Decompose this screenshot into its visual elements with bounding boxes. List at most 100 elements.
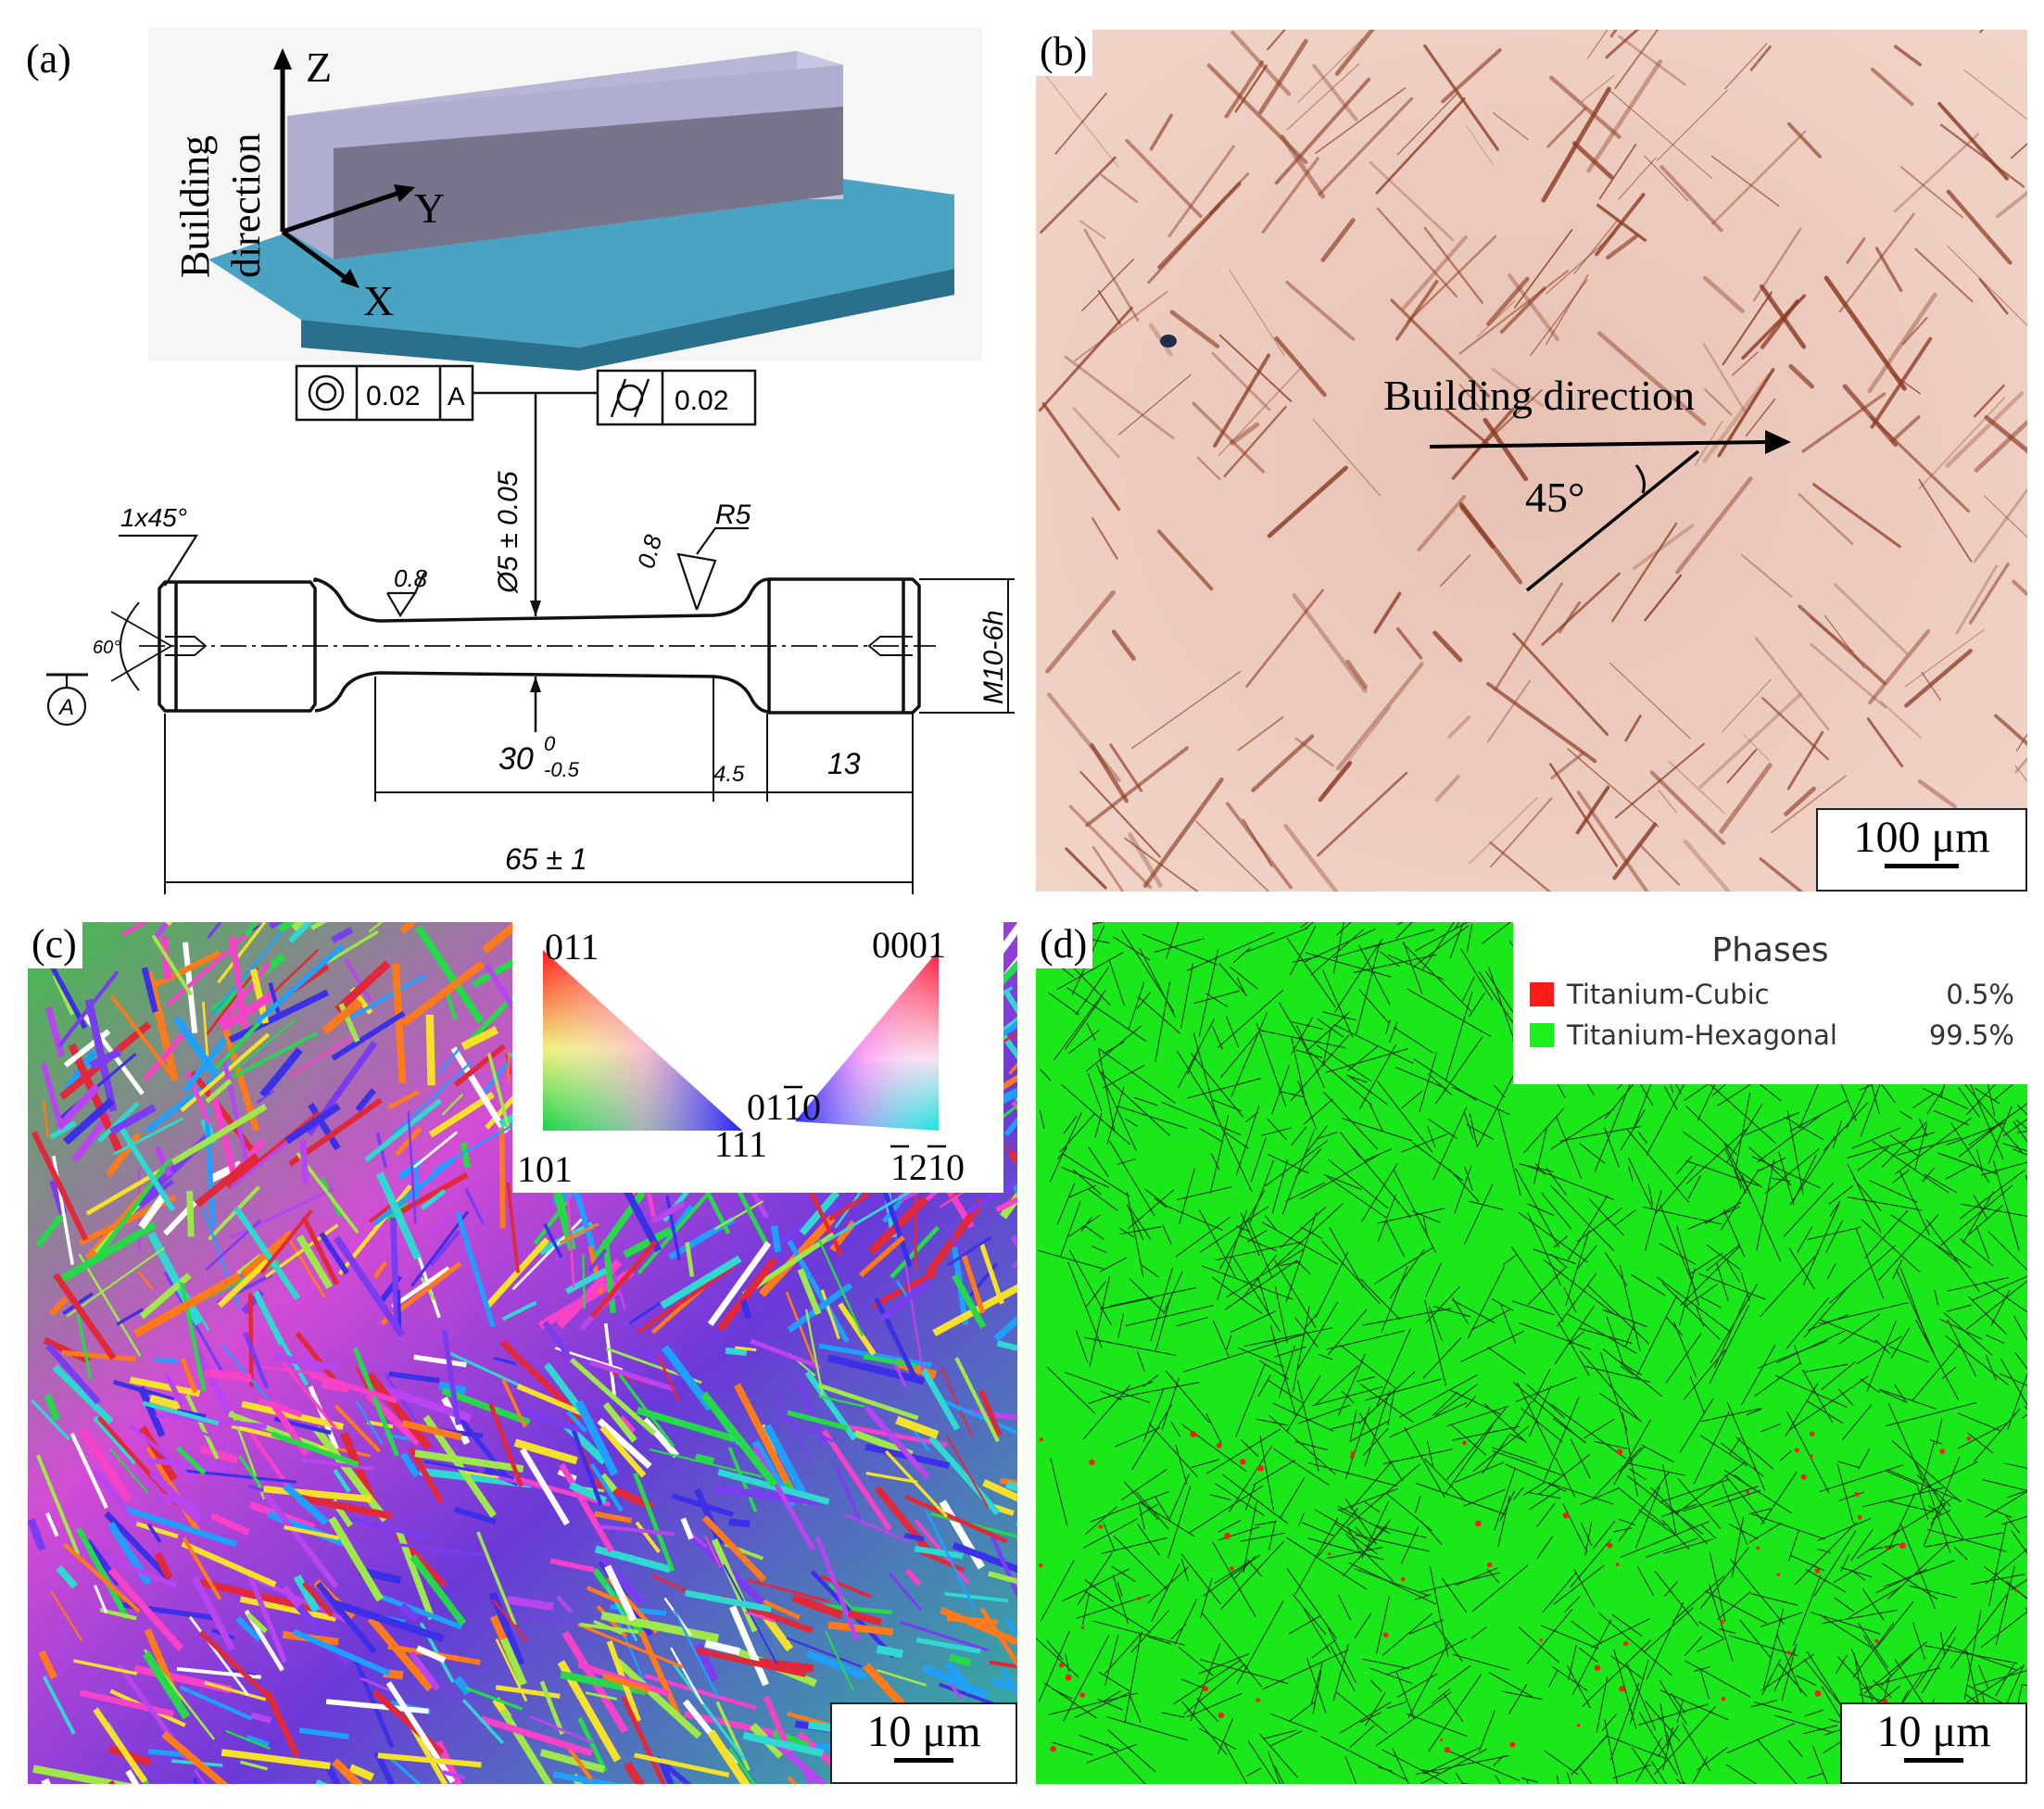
grain-boundary: [1335, 1690, 1388, 1734]
alpha-lath: [1046, 692, 1121, 782]
ipf-grain: [511, 1215, 587, 1291]
grain-boundary: [1726, 1104, 1763, 1163]
grain-boundary: [1599, 1352, 1628, 1431]
ipf-grain: [684, 1589, 773, 1613]
alpha-lath: [1893, 133, 1980, 213]
grain-boundary: [1941, 1366, 1957, 1380]
grain-boundary: [1281, 1129, 1315, 1215]
alpha-lath: [1369, 161, 1455, 242]
alpha-lath: [1251, 734, 1315, 792]
phase-swatch-hexagonal: [1530, 1023, 1554, 1047]
alpha-lath: [1575, 785, 1610, 835]
grain-boundary: [1049, 1112, 1082, 1183]
grain-boundary: [1445, 1749, 1520, 1781]
ipf-grain: [599, 1524, 675, 1537]
grain-boundary: [2013, 1315, 2027, 1342]
grain-boundary: [1684, 1105, 1737, 1156]
grain-boundary: [1804, 1363, 1848, 1373]
alpha-lath: [1558, 601, 1582, 634]
ipf-grain: [185, 1394, 220, 1460]
grain-boundary: [1126, 1192, 1144, 1278]
cubic-phase-particle: [1539, 1638, 1543, 1642]
grain-boundary: [1821, 1360, 1857, 1390]
svg-text:direction: direction: [223, 133, 269, 278]
ipf-grain: [93, 1415, 138, 1465]
alpha-lath: [1546, 107, 1587, 148]
ipf-grain: [137, 1271, 154, 1290]
grain-boundary: [1794, 1522, 1858, 1586]
grain-boundary: [1097, 1698, 1123, 1711]
alpha-lath: [1493, 112, 1530, 141]
grain-boundary: [1218, 1520, 1242, 1533]
grain-boundary: [1311, 1638, 1337, 1659]
ipf-grain: [560, 1670, 647, 1696]
grain-boundary: [1061, 1166, 1109, 1188]
ipf-grain: [498, 1127, 506, 1229]
building-direction-arrowhead: [1765, 430, 1791, 454]
alpha-lath: [1390, 298, 1491, 398]
ipf-grain: [716, 1257, 778, 1333]
alpha-lath: [1156, 529, 1214, 591]
alpha-lath: [1632, 524, 1695, 570]
alpha-lath: [1459, 270, 1570, 355]
alpha-lath: [1786, 730, 1824, 791]
grain-boundary: [1646, 1075, 1690, 1156]
alpha-lath: [1611, 522, 1678, 623]
grain-boundary: [1181, 1701, 1228, 1755]
ipf-grain: [138, 1191, 169, 1230]
grain-boundary: [1670, 1692, 1686, 1714]
ipf-grain: [273, 1353, 339, 1372]
grain-boundary: [1186, 931, 1275, 971]
grain-boundary: [1673, 1322, 1697, 1378]
alpha-lath: [1842, 384, 1899, 448]
grain-boundary: [1099, 1297, 1154, 1310]
grain-boundary: [1573, 1568, 1596, 1607]
grain-boundary: [1350, 1460, 1394, 1511]
cubic-phase-particle: [1809, 1431, 1815, 1437]
ipf-grain: [714, 1200, 764, 1231]
ipf-grain: [493, 1356, 517, 1366]
alpha-lath: [1899, 166, 1963, 219]
grain-boundary: [2017, 1130, 2027, 1134]
grain-boundary: [1084, 1505, 1118, 1536]
grain-boundary: [1721, 1169, 1760, 1231]
x-arrowhead: [340, 269, 360, 288]
grain-boundary: [1414, 922, 1470, 952]
ipf-grain: [694, 1487, 725, 1546]
alpha-lath: [1784, 786, 1816, 816]
grain-boundary: [1249, 1159, 1275, 1223]
grain-boundary: [1837, 1461, 1860, 1468]
grain-boundary: [1224, 1132, 1249, 1149]
grain-boundary: [1563, 1286, 1577, 1313]
grain-boundary: [1338, 1353, 1366, 1416]
grain-boundary: [1760, 1472, 1798, 1525]
alpha-lath: [1218, 366, 1303, 457]
ipf-grain: [78, 1426, 132, 1502]
alpha-lath: [1441, 47, 1502, 104]
ipf-grain: [148, 1469, 203, 1524]
total-length-label: 65 ± 1: [505, 842, 587, 876]
grain-boundary: [1469, 1200, 1504, 1210]
alpha-lath: [1258, 38, 1308, 115]
alpha-lath: [1297, 38, 1363, 103]
alpha-lath: [2014, 756, 2027, 774]
grain-boundary: [1946, 1121, 2006, 1145]
ipf-grain: [355, 1399, 384, 1445]
ipf-grain: [978, 1242, 1004, 1305]
grain-boundary: [1682, 1486, 1760, 1512]
hex-ipf-0001: 0001: [872, 924, 946, 966]
grain-boundary: [1310, 1052, 1372, 1106]
ipf-grain: [962, 1255, 986, 1314]
ipf-grain: [180, 1357, 197, 1394]
alpha-lath: [1550, 752, 1585, 780]
grain-boundary: [1261, 1127, 1293, 1136]
panel-a: Z Y X Building direction 0.02 A 0.02: [0, 0, 1019, 904]
panel-b-label: (b): [1036, 30, 1093, 76]
cubic-phase-particle: [1814, 1689, 1822, 1697]
ipf-grain: [284, 1103, 341, 1145]
ipf-grain: [441, 1093, 464, 1116]
grain-boundary: [1511, 1246, 1564, 1322]
cubic-phase-particle: [1239, 1458, 1246, 1465]
grain-boundary: [1729, 1558, 1785, 1626]
grain-boundary: [1851, 1127, 1901, 1149]
